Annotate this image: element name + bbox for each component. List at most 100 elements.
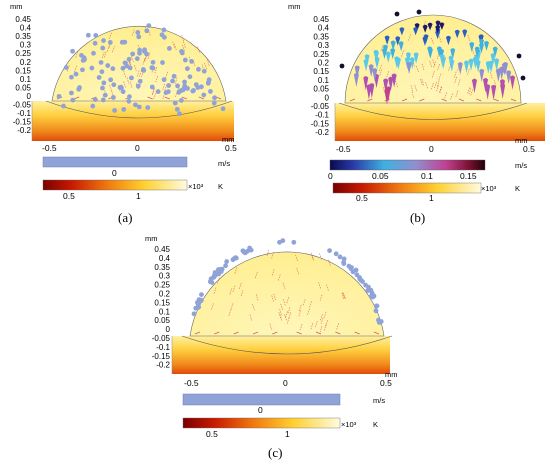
flow-arrow — [136, 70, 140, 77]
particle — [85, 32, 91, 38]
particle — [383, 78, 389, 94]
panel-a-velocity-bar — [42, 156, 188, 168]
flow-arrow — [282, 299, 286, 306]
particle — [244, 248, 250, 254]
flow-arrow — [320, 317, 324, 325]
panel-b-xtick-3: 0.5 — [523, 144, 535, 154]
particle — [422, 24, 428, 33]
particle — [413, 52, 419, 64]
particle — [191, 311, 197, 317]
particle — [105, 63, 111, 68]
particle — [149, 84, 155, 90]
panel-c-ytick: 0.45 — [154, 245, 170, 254]
panel-a-velocity-unit: m/s — [218, 159, 230, 168]
particle — [390, 48, 396, 60]
flow-arrow — [255, 294, 259, 301]
panel-b-velocity-bar — [329, 159, 486, 171]
particle — [178, 98, 184, 103]
flow-arrow — [411, 91, 415, 98]
flow-arrow — [194, 331, 201, 335]
particle — [388, 76, 394, 92]
particle — [70, 48, 75, 54]
flow-arrow — [233, 331, 239, 335]
flow-arrow — [380, 44, 384, 51]
flow-arrow — [476, 98, 482, 102]
flow-arrow — [286, 297, 290, 304]
particle — [136, 104, 142, 110]
particle — [394, 11, 400, 17]
panel-c-temp-exponent: ×10³ — [341, 420, 357, 429]
flow-arrow — [314, 320, 318, 328]
particle — [390, 40, 396, 51]
particle — [346, 263, 352, 269]
panel-b-ytick: 0.45 — [313, 15, 329, 24]
panel-c-ytick: 0.35 — [154, 263, 170, 272]
panel-c-ytick: 0.15 — [154, 298, 170, 307]
flow-arrow — [467, 34, 471, 41]
flow-arrow — [441, 98, 447, 102]
panel-b-caption: (b) — [410, 210, 426, 225]
particle — [360, 279, 365, 284]
flow-arrow — [450, 93, 453, 100]
panel-a-ytick: 0.15 — [15, 66, 31, 75]
particle — [189, 58, 195, 64]
flow-arrow — [455, 90, 459, 97]
particle — [205, 80, 211, 86]
particle — [120, 89, 126, 95]
flow-arrow — [296, 331, 302, 335]
panel-b-ytick: 0.05 — [313, 85, 329, 94]
flow-arrow — [458, 98, 465, 102]
particle — [199, 292, 204, 298]
particle — [166, 45, 172, 51]
particle — [220, 106, 226, 112]
flow-arrow — [73, 96, 80, 100]
flow-arrow — [395, 81, 398, 88]
flow-arrow — [421, 79, 425, 86]
particle — [91, 50, 96, 56]
flow-arrow — [401, 98, 408, 102]
flow-arrow — [335, 331, 341, 335]
panel-a-xtick-2: 0 — [135, 143, 140, 153]
particle — [492, 46, 498, 58]
flow-arrow — [438, 36, 442, 43]
flow-arrow — [309, 301, 312, 308]
panel-b: mm 0.45 0.4 0.35 0.3 0.25 0.2 0.15 0.1 0.05 0 -0.0… — [283, 0, 550, 230]
flow-arrow — [319, 253, 322, 260]
particle — [462, 29, 468, 38]
particle — [370, 294, 376, 300]
flow-arrow — [234, 267, 238, 274]
panel-c-droplet — [189, 251, 385, 337]
flow-arrow — [204, 63, 207, 70]
flow-arrow — [429, 60, 432, 68]
panel-b-ytick: 0.1 — [318, 76, 330, 85]
panel-c-ytick: -0.1 — [156, 343, 170, 352]
flow-arrow — [379, 69, 383, 76]
flow-arrow — [183, 41, 186, 48]
flow-arrow — [432, 59, 436, 66]
particle — [146, 23, 152, 28]
panel-a: mm 0.45 0.4 0.35 0.3 0.25 0.2 0.15 0.1 0.05 0 -0.0… — [0, 0, 250, 230]
flow-arrow — [354, 331, 360, 335]
particle — [337, 254, 343, 260]
flow-arrow — [307, 308, 310, 315]
flow-arrow — [217, 277, 220, 284]
flow-arrow — [286, 317, 290, 324]
flow-arrow — [109, 32, 112, 39]
panel-b-ytick: -0.1 — [315, 111, 329, 120]
flow-arrow — [296, 267, 300, 275]
particle — [79, 52, 84, 58]
flow-arrow — [382, 86, 386, 94]
particle — [436, 46, 442, 57]
flow-arrow — [439, 86, 443, 94]
particle — [161, 77, 167, 83]
flow-arrow — [214, 331, 220, 335]
flow-arrow — [323, 311, 327, 318]
panel-a-temp-unit: K — [218, 182, 223, 191]
panel-c-ytick: 0.05 — [154, 316, 170, 325]
flow-arrow — [279, 314, 283, 321]
flow-arrow — [129, 81, 133, 88]
particle — [445, 35, 451, 46]
particle — [399, 27, 405, 36]
flow-arrow — [439, 86, 442, 93]
flow-arrow — [436, 80, 440, 87]
